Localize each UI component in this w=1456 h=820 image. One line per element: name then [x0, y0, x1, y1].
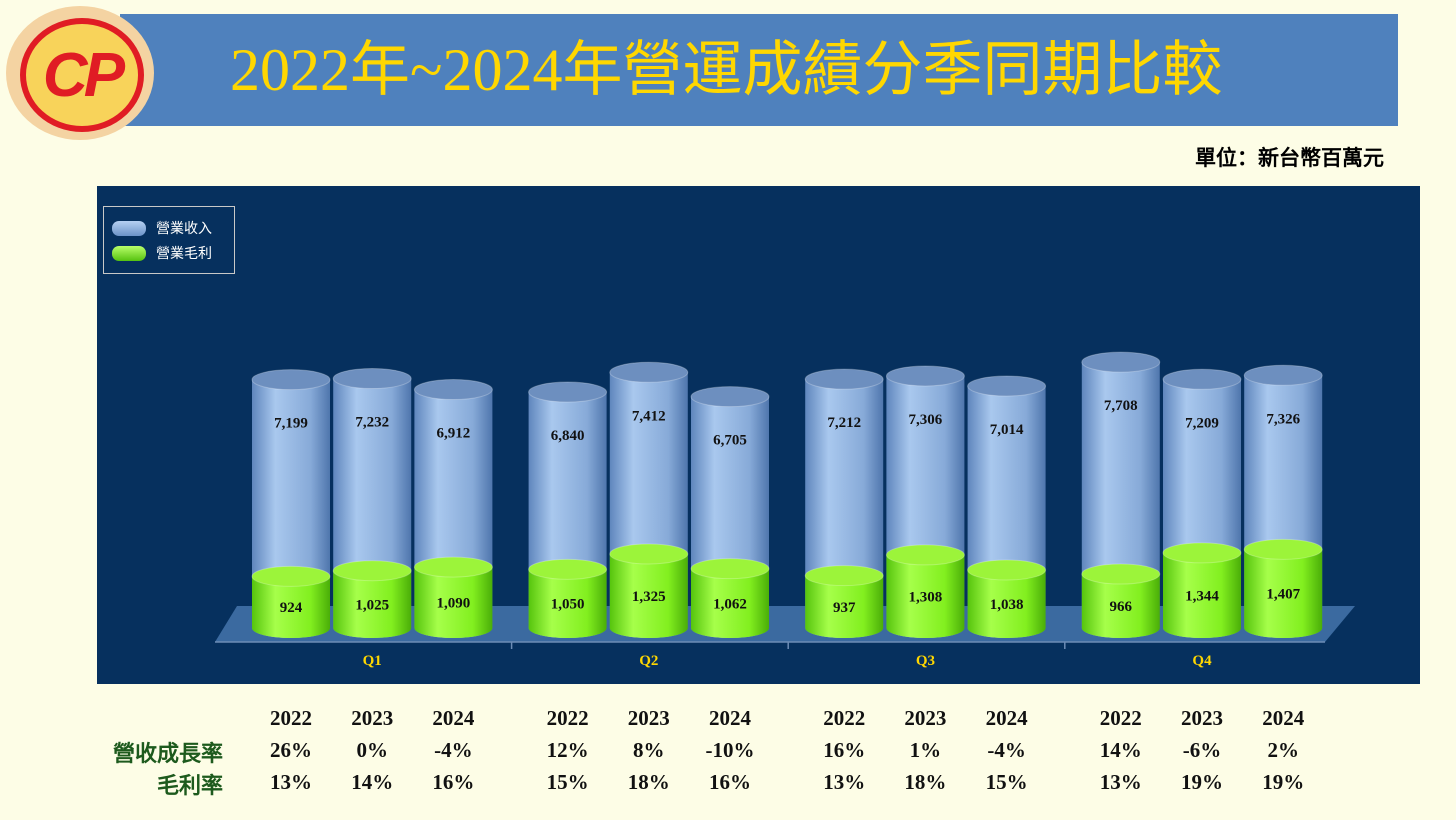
revenue-value-label: 7,212	[827, 415, 861, 431]
labels-layer: 7,199 924 7,232 1,025 6,912 1,090 Q1 6,840 1,050…	[274, 398, 1300, 669]
table-margin-value: 18%	[627, 770, 670, 794]
table-growth-value: 1%	[909, 738, 942, 762]
table-growth-value: 14%	[1099, 738, 1142, 762]
profit-value-label: 1,090	[437, 596, 471, 612]
table-growth-value: -6%	[1182, 738, 1222, 762]
legend-item-profit: 營業毛利	[112, 243, 212, 263]
profit-bar	[1081, 563, 1161, 638]
logo-badge: CP	[6, 6, 154, 140]
table-year: 2022	[270, 706, 312, 730]
revenue-value-label: 7,014	[990, 422, 1024, 438]
chart-svg: 7,199 924 7,232 1,025 6,912 1,090 Q1 6,840 1,050…	[215, 351, 1355, 669]
logo-text: CP	[42, 40, 125, 110]
profit-value-label: 1,038	[990, 597, 1024, 613]
revenue-value-label: 7,412	[632, 408, 666, 424]
legend-label-profit: 營業毛利	[156, 246, 212, 262]
category-label: Q1	[363, 653, 382, 669]
revenue-value-label: 7,209	[1185, 415, 1219, 431]
revenue-value-label: 6,705	[713, 433, 747, 449]
profit-bar	[804, 565, 884, 638]
profit-value-label: 1,025	[355, 597, 389, 613]
table-year: 2023	[351, 706, 394, 730]
profit-value-label: 966	[1110, 599, 1133, 615]
category-label: Q2	[639, 653, 658, 669]
cp-logo: CP	[20, 18, 144, 132]
revenue-value-label: 7,232	[355, 414, 389, 430]
table-growth-value: -4%	[987, 738, 1026, 762]
metrics-table: 營收成長率 毛利率 2022 26% 13% 2023 0% 14% 2024 -4% 16% 2…	[0, 700, 1456, 810]
legend-label-revenue: 營業收入	[156, 221, 212, 237]
table-margin-value: 18%	[904, 770, 947, 794]
legend: 營業收入 營業毛利	[103, 206, 235, 274]
profit-bar	[332, 560, 412, 638]
table-year: 2024	[985, 706, 1028, 730]
profit-value-label: 1,344	[1185, 588, 1219, 604]
table-margin-value: 19%	[1262, 770, 1305, 794]
revenue-value-label: 7,306	[909, 412, 943, 428]
legend-item-revenue: 營業收入	[112, 218, 212, 238]
profit-bar	[609, 543, 689, 638]
table-year: 2024	[709, 706, 751, 730]
table-growth-value: 2%	[1267, 738, 1299, 762]
profit-value-label: 1,062	[713, 596, 747, 612]
unit-label: 單位：新台幣百萬元	[1195, 147, 1384, 170]
revenue-value-label: 7,326	[1266, 411, 1300, 427]
revenue-value-label: 6,912	[437, 426, 471, 442]
table-year: 2022	[823, 706, 866, 730]
profit-bar	[885, 544, 965, 638]
table-margin-value: 19%	[1181, 770, 1223, 794]
revenue-value-label: 7,708	[1104, 398, 1138, 414]
table-growth-value: 26%	[270, 738, 312, 762]
page-title: 2022年~2024年營運成績分季同期比較	[230, 37, 1223, 103]
profit-value-label: 1,325	[632, 589, 666, 605]
bars-layer	[251, 351, 1323, 649]
legend-swatch-profit	[112, 245, 146, 261]
table-margin-value: 14%	[351, 770, 394, 794]
table-margin-value: 13%	[270, 770, 312, 794]
legend-swatch-revenue	[112, 220, 146, 236]
table-year: 2023	[627, 706, 670, 730]
profit-bar	[528, 558, 608, 638]
table-margin-value: 13%	[823, 770, 866, 794]
profit-value-label: 1,050	[551, 597, 585, 613]
profit-bar	[1162, 542, 1242, 638]
table-growth-value: 8%	[633, 738, 665, 762]
table-growth-value: -4%	[434, 738, 473, 762]
table-year: 2022	[1099, 706, 1142, 730]
title-bar	[120, 14, 1398, 126]
table-year: 2023	[1181, 706, 1223, 730]
profit-bar	[967, 559, 1047, 638]
chart-floor	[215, 606, 1355, 642]
category-label: Q4	[1192, 653, 1212, 669]
chart-panel: 7,199 924 7,232 1,025 6,912 1,090 Q1 6,840 1,050…	[97, 186, 1420, 684]
table-year: 2024	[1262, 706, 1305, 730]
table-growth-value: -10%	[705, 738, 755, 762]
profit-bar	[1243, 538, 1323, 638]
profit-bar	[413, 556, 493, 638]
category-label: Q3	[916, 653, 935, 669]
table-margin-value: 16%	[432, 770, 475, 794]
revenue-value-label: 7,199	[274, 416, 308, 432]
table-year: 2023	[904, 706, 947, 730]
table-year: 2022	[546, 706, 589, 730]
table-margin-value: 13%	[1099, 770, 1142, 794]
profit-value-label: 1,407	[1266, 587, 1300, 603]
profit-value-label: 924	[280, 600, 303, 616]
table-growth-value: 0%	[356, 738, 388, 762]
revenue-value-label: 6,840	[551, 428, 585, 444]
profit-bar	[690, 558, 770, 638]
table-margin-value: 15%	[546, 770, 589, 794]
profit-bar	[251, 565, 331, 638]
margin-row-label: 毛利率	[156, 774, 223, 799]
table-year: 2024	[432, 706, 475, 730]
profit-value-label: 1,308	[909, 589, 943, 605]
table-margin-value: 15%	[985, 770, 1028, 794]
table-margin-value: 16%	[709, 770, 751, 794]
table-growth-value: 16%	[823, 738, 866, 762]
table-growth-value: 12%	[546, 738, 589, 762]
profit-value-label: 937	[833, 600, 856, 616]
growth-row-label: 營收成長率	[112, 742, 223, 767]
